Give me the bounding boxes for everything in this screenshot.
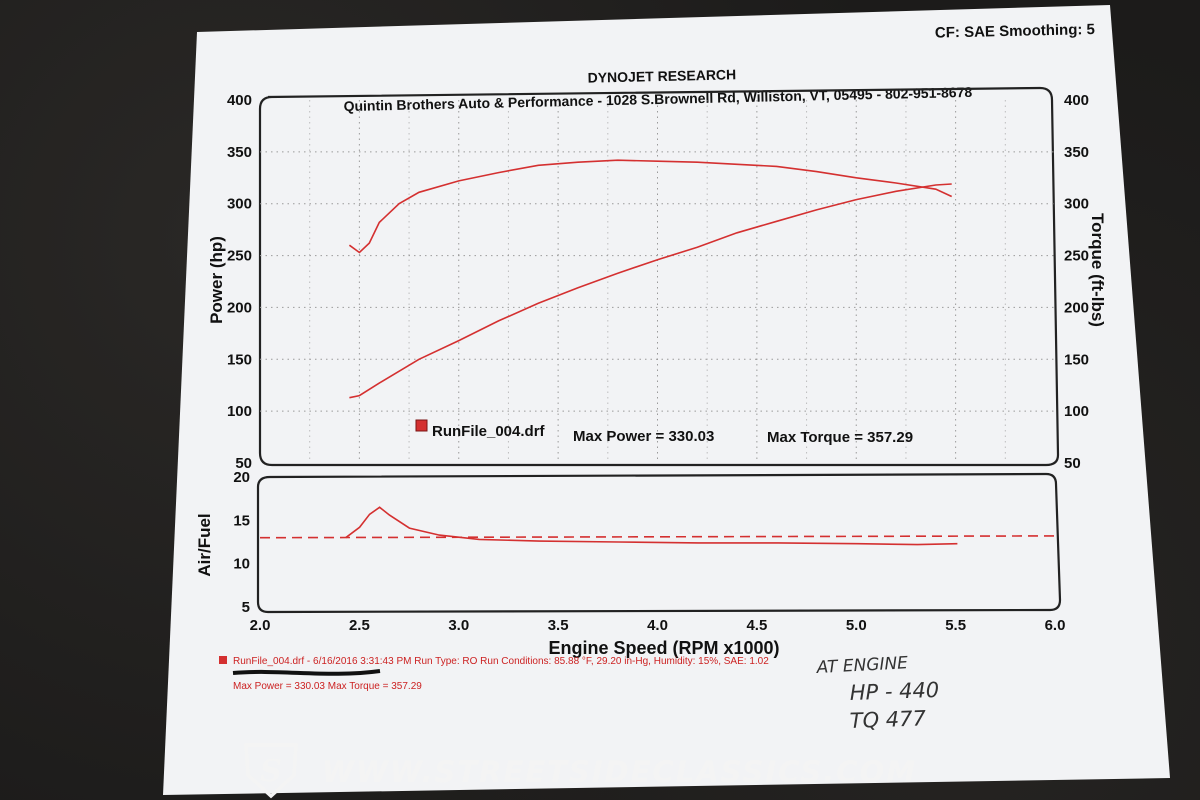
- torque-tick-label: 50: [1064, 455, 1081, 472]
- legend-max-power: Max Power = 330.03: [573, 428, 714, 445]
- power-tick-label: 150: [227, 351, 252, 368]
- torque-axis-ticks: 50 100 150 200 250 300 350 400: [1064, 92, 1089, 472]
- rpm-tick-label: 2.0: [250, 617, 271, 634]
- rpm-tick-label: 3.5: [548, 617, 569, 634]
- footer-swatch: [219, 656, 227, 664]
- power-tick-label: 100: [227, 403, 252, 420]
- footer-run-info: RunFile_004.drf - 6/16/2016 3:31:43 PM R…: [233, 656, 769, 667]
- torque-axis-title: Torque (ft-lbs): [1088, 213, 1107, 327]
- airfuel-tick-label: 15: [233, 512, 250, 529]
- handwriting-tq: TQ 477: [849, 706, 927, 733]
- air-fuel-curve: [345, 506, 958, 546]
- torque-tick-label: 200: [1064, 299, 1089, 316]
- power-torque-frame: [258, 86, 1060, 467]
- airfuel-frame: [256, 472, 1062, 614]
- legend-swatch: [415, 419, 428, 432]
- power-tick-label: 300: [227, 196, 252, 213]
- rpm-tick-label: 4.5: [746, 617, 767, 634]
- legend-max-torque: Max Torque = 357.29: [767, 429, 913, 446]
- shield-icon: [244, 743, 298, 799]
- main-grid: [260, 100, 1055, 463]
- rpm-tick-label: 4.0: [647, 617, 668, 634]
- reference-curve: [259, 535, 1058, 539]
- streetside-logo: S: [244, 743, 298, 799]
- power-axis-title: Power (hp): [207, 236, 226, 324]
- rpm-tick-label: 5.0: [846, 617, 867, 634]
- torque-tick-label: 150: [1064, 351, 1089, 368]
- handwriting-at-engine: AT ENGINE: [815, 653, 908, 678]
- paper-sheet: [163, 5, 1170, 795]
- power-axis-ticks: 50 100 150 200 250 300 350 400: [227, 92, 252, 472]
- power-tick-label: 350: [227, 144, 252, 161]
- airfuel-tick-label: 5: [242, 599, 250, 616]
- torque-curve: [348, 159, 953, 254]
- rpm-tick-label: 3.0: [448, 617, 469, 634]
- legend-file: RunFile_004.drf: [432, 423, 546, 440]
- footer-max-values: Max Power = 330.03 Max Torque = 357.29: [233, 681, 422, 692]
- airfuel-tick-label: 20: [233, 469, 250, 486]
- power-tick-label: 250: [227, 248, 252, 265]
- power-curve: [349, 183, 952, 399]
- dyno-title: DYNOJET RESEARCH: [587, 66, 736, 85]
- torque-tick-label: 350: [1064, 144, 1089, 161]
- airfuel-axis-title: Air/Fuel: [195, 513, 214, 576]
- rpm-axis-title: Engine Speed (RPM x1000): [548, 638, 779, 658]
- logo-letter: S: [260, 754, 282, 789]
- handwriting-hp: HP - 440: [849, 678, 939, 705]
- power-tick-label: 200: [227, 299, 252, 316]
- power-torque-curves: [348, 159, 953, 399]
- airfuel-tick-label: 10: [233, 556, 250, 573]
- power-tick-label: 50: [235, 455, 252, 472]
- torque-tick-label: 400: [1064, 92, 1089, 109]
- rpm-tick-label: 2.5: [349, 617, 370, 634]
- rpm-tick-label: 6.0: [1045, 617, 1066, 634]
- airfuel-curves: [259, 506, 1058, 546]
- rpm-tick-label: 5.5: [945, 617, 966, 634]
- torque-tick-label: 300: [1064, 196, 1089, 213]
- power-tick-label: 400: [227, 92, 252, 109]
- airfuel-axis-ticks: 5 10 15 20: [233, 469, 250, 616]
- rpm-axis-ticks: 2.0 2.5 3.0 3.5 4.0 4.5 5.0 5.5 6.0: [250, 617, 1066, 634]
- settings-label: CF: SAE Smoothing: 5: [935, 21, 1095, 42]
- torque-tick-label: 100: [1064, 403, 1089, 420]
- redaction-scribble: [232, 669, 381, 676]
- watermark-url: WWW.STREETSIDECLASSICS.COM: [322, 755, 917, 789]
- torque-tick-label: 250: [1064, 248, 1089, 265]
